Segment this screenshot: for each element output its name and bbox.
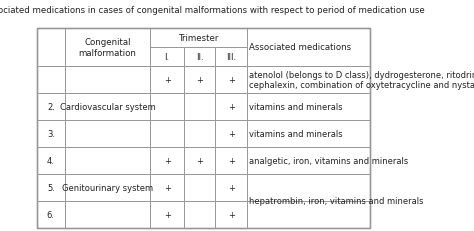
Bar bbox=[37, 29, 370, 228]
Text: 3.: 3. bbox=[47, 129, 55, 138]
Text: hepatrombin, iron, vitamins and minerals: hepatrombin, iron, vitamins and minerals bbox=[249, 196, 424, 205]
Bar bbox=[184, 147, 216, 174]
Bar bbox=[216, 93, 247, 120]
Bar bbox=[184, 201, 216, 228]
Bar bbox=[216, 147, 247, 174]
Bar bbox=[37, 147, 64, 174]
Text: I.: I. bbox=[164, 53, 170, 62]
Text: 5.: 5. bbox=[47, 183, 55, 192]
Text: +: + bbox=[228, 183, 235, 192]
Bar bbox=[64, 174, 150, 201]
Bar bbox=[37, 93, 64, 120]
Bar bbox=[150, 147, 184, 174]
Text: +: + bbox=[228, 156, 235, 165]
Text: +: + bbox=[164, 156, 171, 165]
Bar bbox=[64, 93, 150, 120]
Bar bbox=[216, 67, 247, 93]
Bar bbox=[184, 93, 216, 120]
Bar bbox=[247, 29, 370, 67]
Bar bbox=[184, 174, 216, 201]
Text: +: + bbox=[196, 156, 203, 165]
Bar bbox=[150, 29, 247, 48]
Bar bbox=[150, 93, 184, 120]
Text: 2.: 2. bbox=[47, 102, 55, 111]
Bar bbox=[150, 201, 184, 228]
Text: atenolol (belongs to D class), dydrogesterone, ritodrin,
cephalexin, combination: atenolol (belongs to D class), dydrogest… bbox=[249, 70, 474, 90]
Bar bbox=[64, 67, 150, 93]
Text: +: + bbox=[228, 210, 235, 219]
Bar bbox=[247, 67, 370, 93]
Text: +: + bbox=[164, 183, 171, 192]
Text: Cardiovascular system: Cardiovascular system bbox=[60, 102, 155, 111]
Bar bbox=[37, 174, 64, 201]
Text: +: + bbox=[228, 129, 235, 138]
Text: analgetic, iron, vitamins and minerals: analgetic, iron, vitamins and minerals bbox=[249, 156, 409, 165]
Text: 6.: 6. bbox=[47, 210, 55, 219]
Bar bbox=[247, 93, 370, 120]
Bar bbox=[37, 120, 64, 147]
Text: Genitourinary system: Genitourinary system bbox=[62, 183, 153, 192]
Text: Trimester: Trimester bbox=[179, 34, 219, 43]
Bar bbox=[64, 147, 150, 174]
Bar bbox=[216, 201, 247, 228]
Bar bbox=[37, 29, 64, 67]
Bar bbox=[64, 29, 150, 67]
Text: II.: II. bbox=[196, 53, 203, 62]
Bar bbox=[216, 48, 247, 67]
Text: vitamins and minerals: vitamins and minerals bbox=[249, 129, 343, 138]
Text: Associated medications in cases of congenital malformations with respect to peri: Associated medications in cases of conge… bbox=[0, 6, 425, 15]
Bar bbox=[64, 201, 150, 228]
Bar bbox=[184, 48, 216, 67]
Text: Associated medications: Associated medications bbox=[249, 43, 352, 52]
Text: Congenital
malformation: Congenital malformation bbox=[79, 38, 137, 58]
Text: +: + bbox=[228, 76, 235, 85]
Bar bbox=[37, 67, 64, 93]
Text: 4.: 4. bbox=[47, 156, 55, 165]
Bar bbox=[247, 120, 370, 147]
Bar bbox=[184, 67, 216, 93]
Bar bbox=[37, 201, 64, 228]
Bar bbox=[184, 120, 216, 147]
Bar bbox=[216, 120, 247, 147]
Bar bbox=[150, 67, 184, 93]
Bar bbox=[64, 120, 150, 147]
Bar bbox=[216, 174, 247, 201]
Text: III.: III. bbox=[226, 53, 237, 62]
Text: vitamins and minerals: vitamins and minerals bbox=[249, 102, 343, 111]
Text: +: + bbox=[228, 102, 235, 111]
Bar bbox=[150, 120, 184, 147]
Text: +: + bbox=[164, 210, 171, 219]
Text: +: + bbox=[164, 76, 171, 85]
Text: +: + bbox=[196, 76, 203, 85]
Bar bbox=[150, 48, 184, 67]
Bar bbox=[247, 147, 370, 174]
Bar bbox=[150, 174, 184, 201]
